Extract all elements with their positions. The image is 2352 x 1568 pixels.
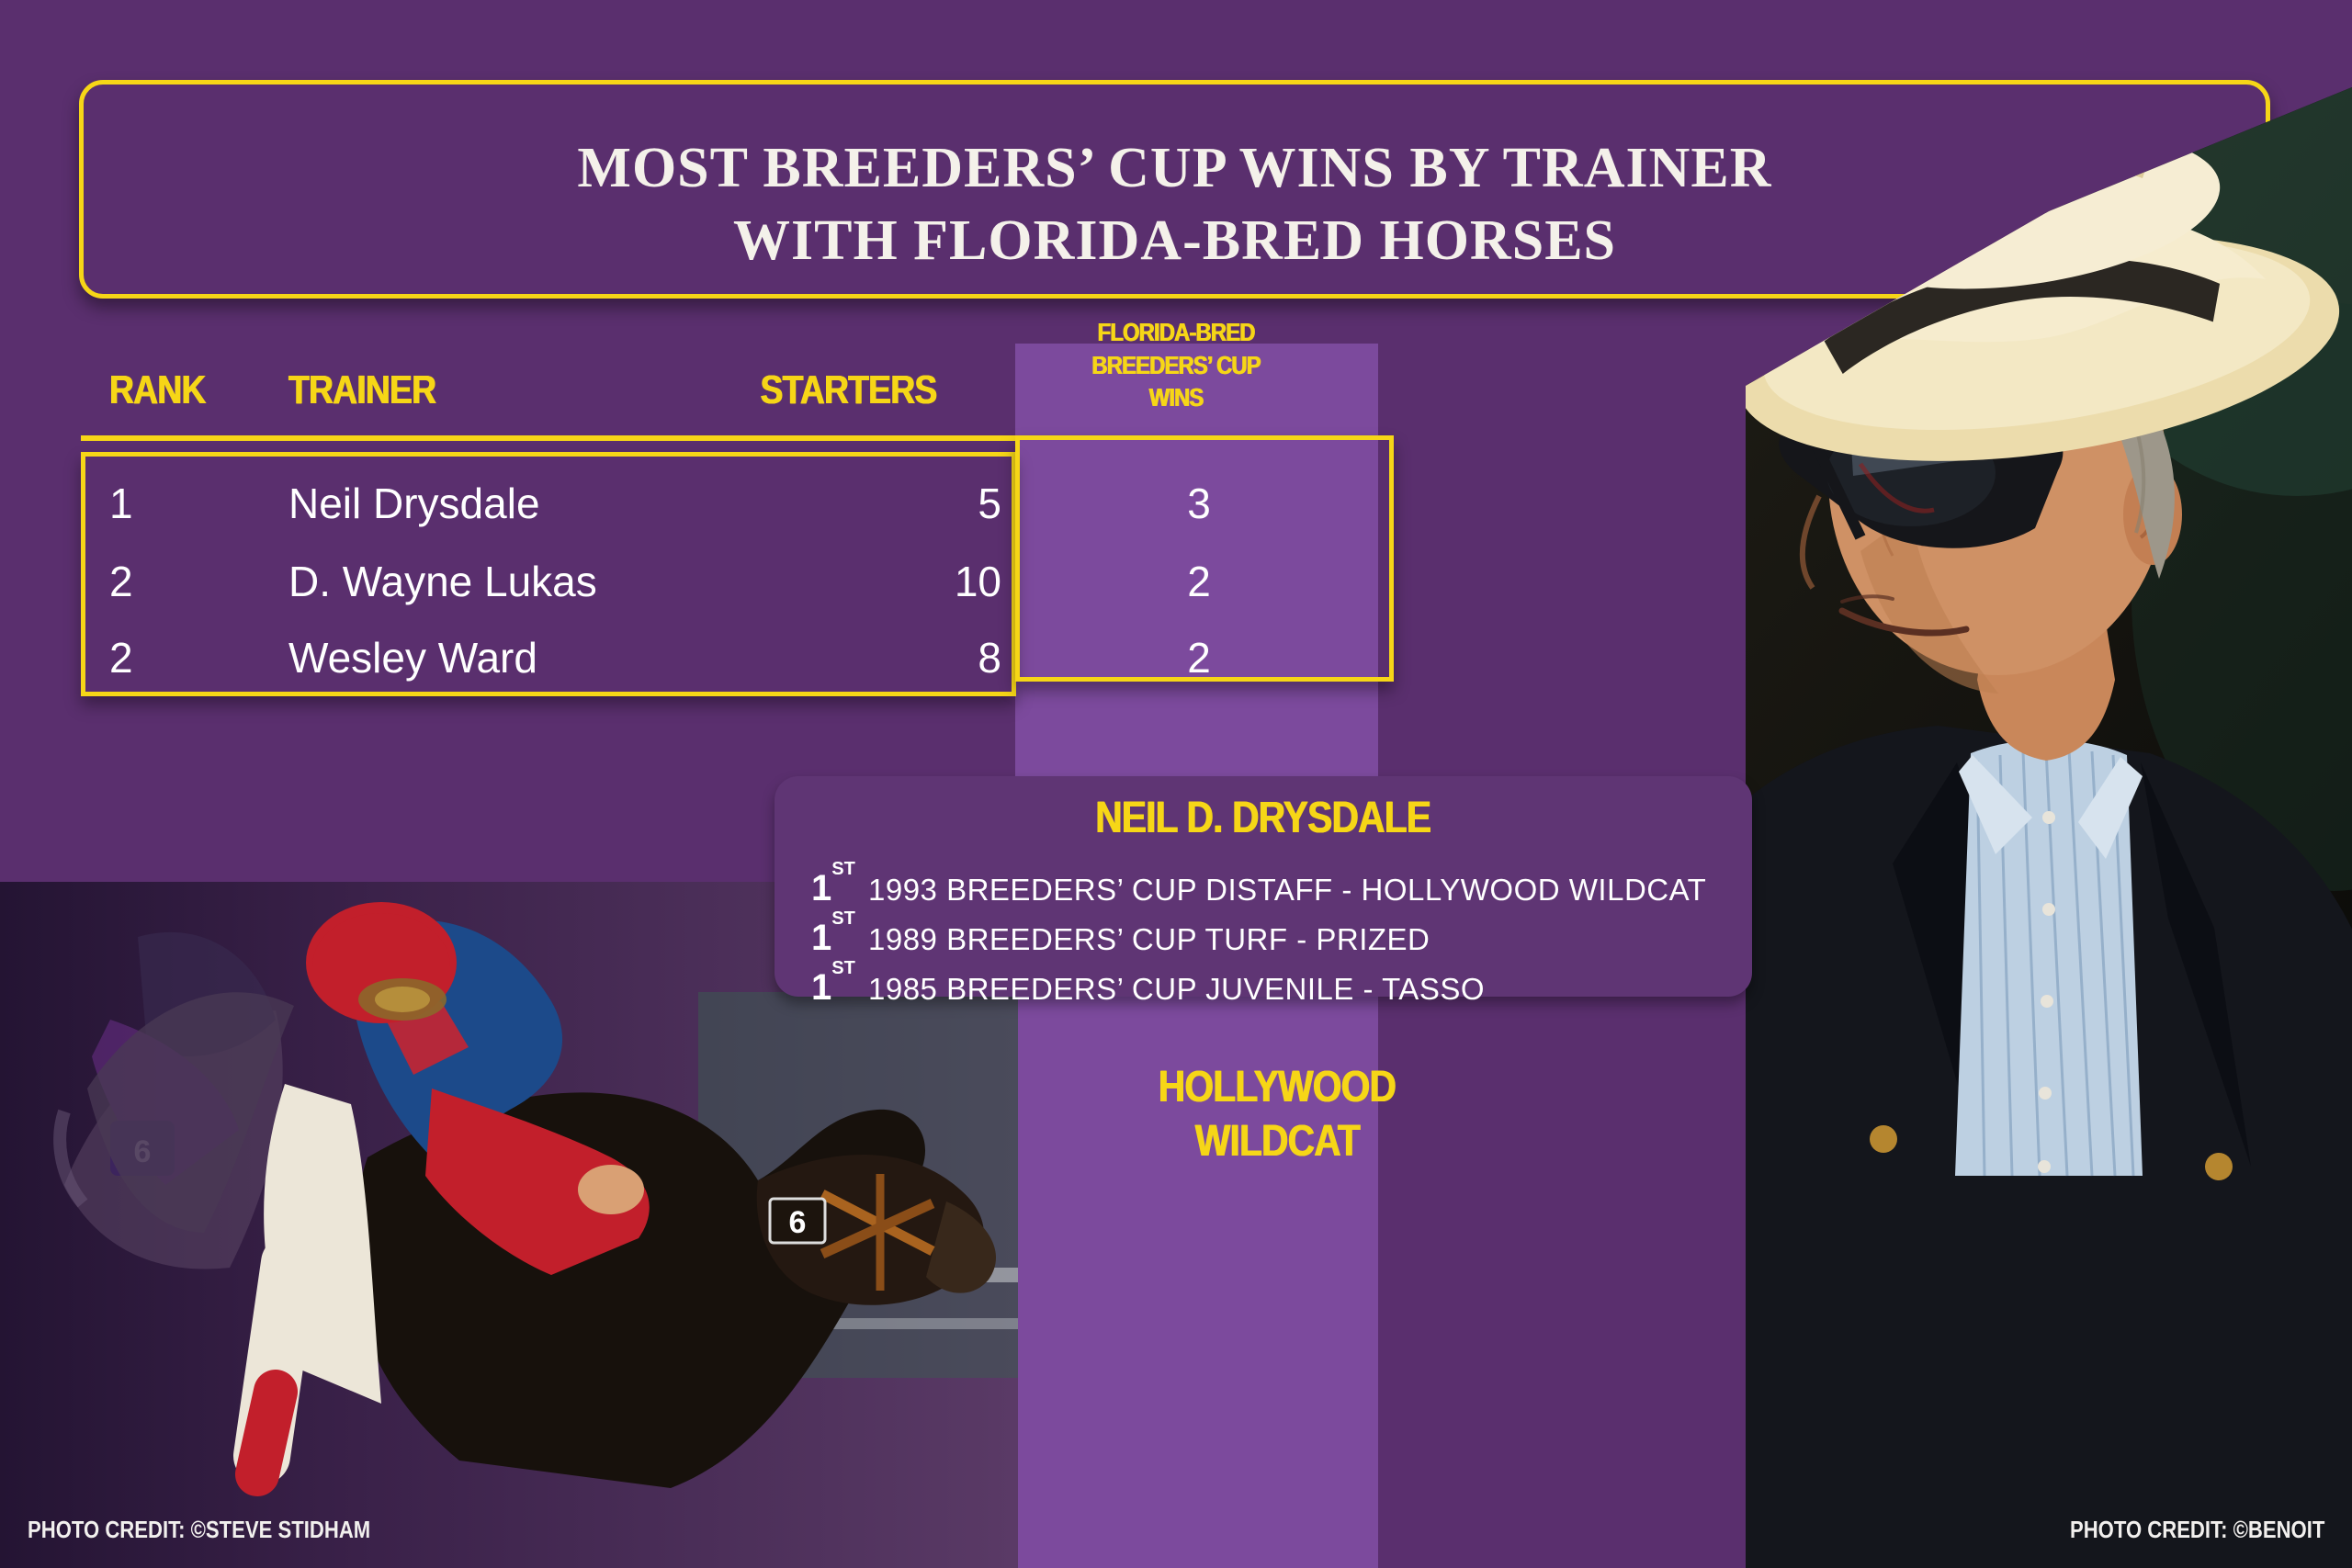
svg-text:6: 6 (789, 1205, 807, 1240)
